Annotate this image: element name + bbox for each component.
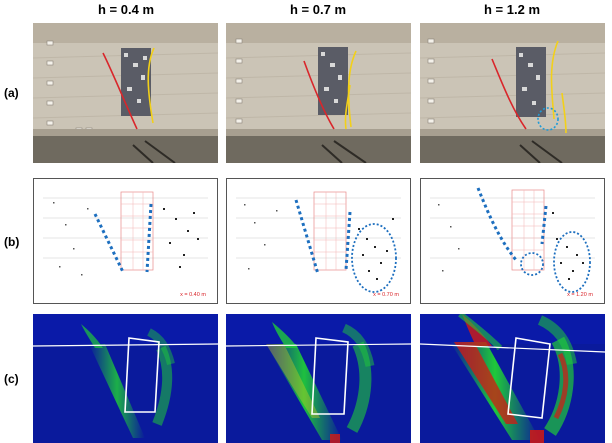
sketch-panel-h12: x = 1.20 m xyxy=(420,178,605,304)
scale-label-h12: x = 1.20 m xyxy=(567,292,593,298)
photo-panel-h04 xyxy=(33,23,218,163)
scale-label-h04: x = 0.40 m xyxy=(180,292,206,298)
simulation-panel-h04 xyxy=(33,314,218,443)
row-label-b: (b) xyxy=(4,235,20,249)
row-label-c: (c) xyxy=(4,372,19,386)
simulation-panel-h12 xyxy=(420,314,605,443)
sketch-panel-h04: x = 0.40 m xyxy=(33,178,218,304)
photo-panel-h07 xyxy=(226,23,411,163)
scale-label-h07: x = 0.70 m xyxy=(373,292,399,298)
photo-panel-h12 xyxy=(420,23,605,163)
column-header-0: h = 0.4 m xyxy=(98,2,154,17)
column-header-1: h = 0.7 m xyxy=(290,2,346,17)
simulation-panel-h07 xyxy=(226,314,411,443)
sketch-panel-h07: x = 0.70 m xyxy=(226,178,411,304)
column-header-2: h = 1.2 m xyxy=(484,2,540,17)
row-label-a: (a) xyxy=(4,86,19,100)
